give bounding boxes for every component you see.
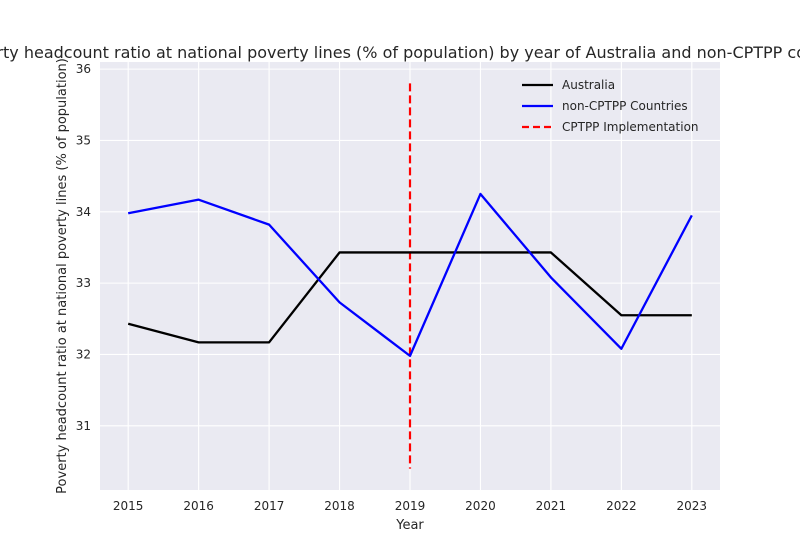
x-tick-labels: 2015 2016 2017 2018 2019 2020 2021 2022 2023: [113, 499, 707, 513]
y-tick-label: 33: [76, 276, 91, 290]
x-tick-label: 2022: [606, 499, 637, 513]
x-tick-label: 2019: [395, 499, 426, 513]
x-tick-label: 2017: [254, 499, 285, 513]
y-tick-labels: 31 32 33 34 35 36: [76, 62, 91, 433]
y-tick-label: 34: [76, 205, 91, 219]
y-tick-label: 36: [76, 62, 91, 76]
x-tick-label: 2015: [113, 499, 144, 513]
y-tick-label: 32: [76, 347, 91, 361]
legend-label: non-CPTPP Countries: [562, 99, 688, 113]
x-axis-label: Year: [395, 518, 424, 533]
y-axis-label: Poverty headcount ratio at national pove…: [55, 58, 70, 494]
x-tick-label: 2021: [536, 499, 567, 513]
y-tick-label: 35: [76, 133, 91, 147]
x-tick-label: 2023: [677, 499, 708, 513]
series-line-1: [127, 192, 693, 358]
y-tick-label: 31: [76, 419, 91, 433]
legend-label: Australia: [562, 78, 615, 92]
chart-title: Poverty headcount ratio at national pove…: [0, 43, 800, 62]
legend-label: CPTPP Implementation: [562, 120, 699, 134]
x-tick-label: 2020: [465, 499, 496, 513]
series-line-0: [127, 251, 692, 344]
legend: Australia non-CPTPP Countries CPTPP Implem…: [522, 78, 699, 134]
x-tick-label: 2018: [324, 499, 355, 513]
x-tick-label: 2016: [183, 499, 214, 513]
series-lines: [127, 192, 693, 358]
